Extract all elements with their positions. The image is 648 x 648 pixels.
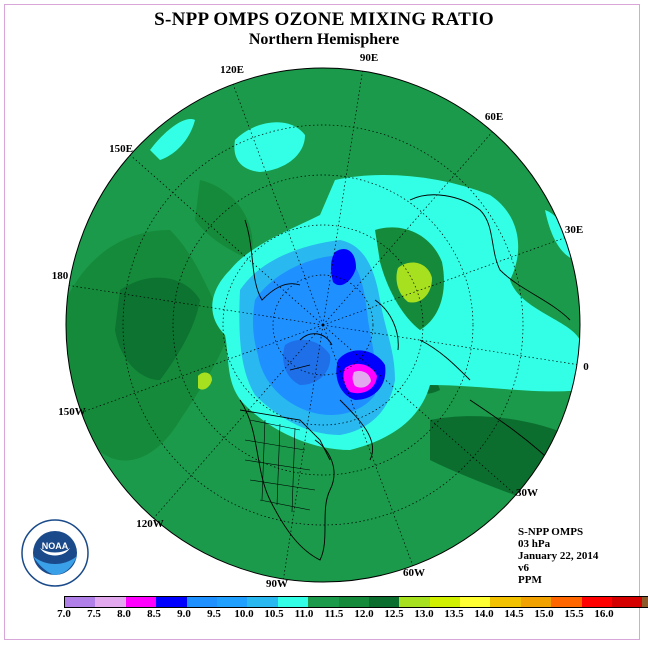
colorbar-swatch (368, 597, 400, 607)
lon-label: 90W (266, 578, 288, 590)
colorbar-swatch (247, 597, 278, 607)
colorbar-tick-label: 12.5 (384, 608, 404, 620)
lon-label: 120W (136, 518, 164, 530)
colorbar-tick-label: 7.5 (87, 608, 101, 620)
colorbar-swatch (612, 597, 643, 607)
colorbar-tick-label: 15.5 (564, 608, 584, 620)
product-info: S-NPP OMPS 03 hPa January 22, 2014 v6 PP… (518, 526, 598, 586)
colorbar-swatch (551, 597, 582, 607)
lon-label: 30W (516, 487, 538, 499)
figure-frame (4, 4, 640, 640)
colorbar-swatch (156, 597, 187, 607)
info-line: v6 (518, 562, 529, 574)
colorbar-ticks: 7.0 7.5 8.0 8.5 9.0 9.5 10.0 10.5 11.0 11.5 12.0 12… (49, 608, 614, 622)
lon-label: 150W (58, 406, 86, 418)
colorbar-tick-label: 11.0 (294, 608, 314, 620)
colorbar-swatch (308, 597, 339, 607)
colorbar-tick-label: 13.5 (444, 608, 464, 620)
colorbar-tick-label: 15.0 (534, 608, 554, 620)
map-title: S-NPP OMPS OZONE MIXING RATIO (154, 9, 494, 30)
colorbar-swatch (95, 597, 126, 607)
info-line: PPM (518, 574, 542, 586)
colorbar-swatch (125, 597, 157, 607)
lon-label: 60E (485, 111, 503, 123)
colorbar-swatch (520, 597, 552, 607)
colorbar-tick-label: 8.5 (147, 608, 161, 620)
info-line: S-NPP OMPS (518, 526, 584, 538)
lon-label: 150E (109, 143, 133, 155)
colorbar-tick-label: 10.5 (264, 608, 284, 620)
colorbar-tick-label: 9.0 (177, 608, 191, 620)
lon-label: 30E (565, 224, 583, 236)
longitude-labels: 90E 60E 30E 0 30W 60W 90W 120W 150W 180 … (52, 52, 590, 590)
colorbar-swatch (277, 597, 309, 607)
colorbar-tick-label: 13.0 (414, 608, 434, 620)
ozone-contours (66, 68, 580, 582)
colorbar-swatch (429, 597, 461, 607)
colorbar-swatch (186, 597, 217, 607)
lon-label: 180 (52, 270, 69, 282)
colorbar-tick-label: 8.0 (117, 608, 131, 620)
colorbar-swatch (65, 597, 96, 607)
colorbar-swatch (460, 597, 491, 607)
colorbar-tick-label: 14.5 (504, 608, 524, 620)
colorbar-swatch (581, 597, 613, 607)
noaa-logo-icon: NOAA (21, 519, 89, 587)
colorbar-tick-label: 11.5 (324, 608, 344, 620)
colorbar-tick-label: 9.5 (207, 608, 221, 620)
lon-label: 90E (360, 52, 378, 64)
colorbar-swatch (490, 597, 521, 607)
map-subtitle: Northern Hemisphere (248, 31, 400, 48)
colorbar-swatch (338, 597, 369, 607)
colorbar-swatch (642, 597, 648, 607)
svg-text:NOAA: NOAA (42, 541, 69, 551)
colorbar-swatch (216, 597, 248, 607)
colorbar-tick-label: 10.0 (234, 608, 254, 620)
colorbar (64, 596, 648, 608)
lon-label: 120E (220, 64, 244, 76)
colorbar-tick-label: 12.0 (354, 608, 374, 620)
lon-label: 60W (403, 567, 425, 579)
colorbar-tick-label: 14.0 (474, 608, 494, 620)
colorbar-tick-label: 16.0 (594, 608, 614, 620)
info-line: January 22, 2014 (518, 550, 599, 562)
info-line: 03 hPa (518, 538, 551, 550)
colorbar-swatch (399, 597, 430, 607)
lon-label: 0 (583, 361, 589, 373)
colorbar-tick-label: 7.0 (57, 608, 71, 620)
